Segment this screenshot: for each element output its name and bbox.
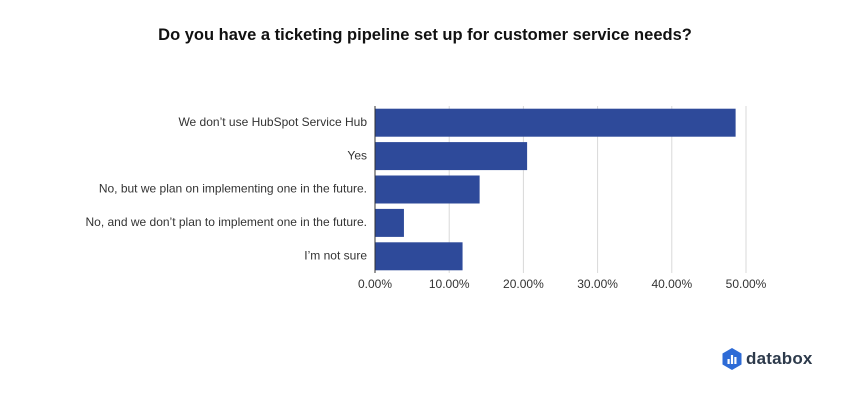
bar [375, 108, 736, 137]
x-tick-label: 50.00% [726, 277, 767, 291]
category-label: We don’t use HubSpot Service Hub [178, 115, 367, 129]
bar [375, 142, 528, 171]
category-label: No, but we plan on implementing one in t… [99, 182, 367, 196]
brand-name: databox [746, 349, 813, 368]
category-label: Yes [347, 148, 367, 162]
x-tick-label: 30.00% [577, 277, 618, 291]
x-tick-label: 20.00% [503, 277, 544, 291]
bar [375, 242, 463, 271]
databox-brand: databox [722, 348, 813, 370]
x-tick-label: 0.00% [358, 277, 392, 291]
x-tick-label: 10.00% [429, 277, 470, 291]
chart-title: Do you have a ticketing pipeline set up … [158, 26, 692, 44]
bar [375, 175, 480, 204]
databox-logo-icon [722, 348, 742, 370]
bar [375, 208, 404, 237]
category-label: I’m not sure [304, 248, 367, 262]
x-tick-label: 40.00% [651, 277, 692, 291]
category-label: No, and we don’t plan to implement one i… [85, 215, 367, 229]
